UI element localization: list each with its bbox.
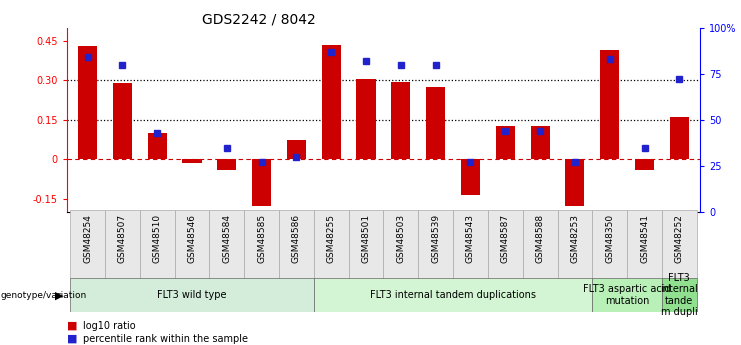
Bar	[592, 210, 627, 279]
Text: FLT3
internal
tande
m dupli: FLT3 internal tande m dupli	[660, 273, 698, 317]
Bar	[356, 79, 376, 159]
Text: GSM48510: GSM48510	[153, 214, 162, 263]
Text: GSM48585: GSM48585	[257, 214, 266, 263]
Text: FLT3 aspartic acid
mutation: FLT3 aspartic acid mutation	[583, 284, 671, 306]
Bar	[147, 133, 167, 159]
Text: GSM48254: GSM48254	[83, 214, 92, 263]
Text: GSM48584: GSM48584	[222, 214, 231, 263]
Bar	[384, 210, 418, 279]
Bar	[287, 140, 306, 159]
Text: GSM48541: GSM48541	[640, 214, 649, 263]
Bar	[78, 46, 97, 159]
Bar	[662, 210, 697, 279]
Bar	[531, 127, 550, 159]
Bar	[105, 210, 140, 279]
Bar	[592, 278, 662, 312]
Text: percentile rank within the sample: percentile rank within the sample	[83, 334, 248, 344]
Text: GSM48501: GSM48501	[362, 214, 370, 263]
Text: GSM48588: GSM48588	[536, 214, 545, 263]
Text: FLT3 wild type: FLT3 wild type	[157, 290, 227, 300]
Bar	[279, 210, 314, 279]
Bar	[245, 210, 279, 279]
Text: GDS2242 / 8042: GDS2242 / 8042	[202, 12, 316, 26]
Bar	[175, 210, 210, 279]
Bar	[217, 159, 236, 170]
Bar	[670, 117, 689, 159]
Bar	[70, 210, 105, 279]
Bar	[314, 210, 349, 279]
Bar	[565, 159, 585, 206]
Bar	[113, 83, 132, 159]
Bar	[322, 45, 341, 159]
Text: GSM48253: GSM48253	[571, 214, 579, 263]
Bar	[635, 159, 654, 170]
Bar	[627, 210, 662, 279]
Text: genotype/variation: genotype/variation	[1, 291, 87, 300]
Text: GSM48252: GSM48252	[675, 214, 684, 263]
Text: GSM48255: GSM48255	[327, 214, 336, 263]
Text: GSM48543: GSM48543	[466, 214, 475, 263]
Bar	[522, 210, 557, 279]
Text: GSM48507: GSM48507	[118, 214, 127, 263]
Text: log10 ratio: log10 ratio	[83, 321, 136, 331]
Bar	[426, 87, 445, 159]
Text: FLT3 internal tandem duplications: FLT3 internal tandem duplications	[370, 290, 536, 300]
Bar	[349, 210, 384, 279]
Bar	[488, 210, 522, 279]
Text: GSM48350: GSM48350	[605, 214, 614, 263]
Bar	[252, 159, 271, 206]
Bar	[140, 210, 175, 279]
Bar	[210, 210, 245, 279]
Bar	[600, 50, 619, 159]
Text: ▶: ▶	[55, 291, 63, 300]
Bar	[453, 210, 488, 279]
Text: GSM48587: GSM48587	[501, 214, 510, 263]
Bar	[314, 278, 592, 312]
Bar	[496, 127, 515, 159]
Text: GSM48539: GSM48539	[431, 214, 440, 263]
Text: GSM48586: GSM48586	[292, 214, 301, 263]
Bar	[391, 82, 411, 159]
Bar	[70, 278, 314, 312]
Bar	[662, 278, 697, 312]
Text: ■: ■	[67, 321, 77, 331]
Bar	[182, 159, 202, 164]
Text: GSM48503: GSM48503	[396, 214, 405, 263]
Text: ■: ■	[67, 334, 77, 344]
Bar	[418, 210, 453, 279]
Bar	[461, 159, 480, 195]
Bar	[557, 210, 592, 279]
Text: GSM48546: GSM48546	[187, 214, 196, 263]
